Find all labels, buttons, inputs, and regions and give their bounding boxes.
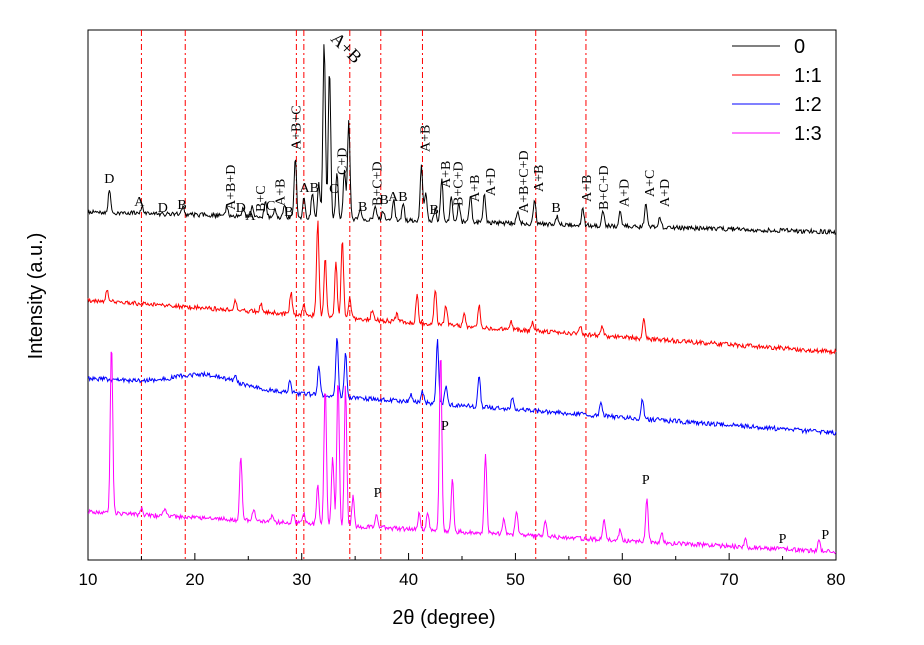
legend: 0 1:1 1:2 1:3 — [732, 36, 822, 145]
peak-label: P — [642, 473, 650, 488]
peak-label: B+C+D — [371, 161, 386, 206]
peak-label: A+B — [439, 161, 454, 188]
legend-label: 0 — [794, 36, 805, 58]
peak-label: AB — [388, 190, 407, 205]
x-tick-label: 70 — [720, 570, 739, 589]
reference-lines — [140, 30, 587, 560]
peak-label: C — [329, 182, 338, 197]
legend-label: 1:3 — [794, 123, 822, 145]
peak-label: AB — [299, 181, 318, 196]
peak-label: B — [177, 198, 186, 213]
x-tick-label: 30 — [292, 570, 311, 589]
peak-label: A+D — [484, 168, 499, 196]
peak-label: P — [821, 528, 829, 543]
peak-label: B — [551, 201, 560, 216]
x-tick-label: 50 — [506, 570, 525, 589]
x-tick-label: 80 — [827, 570, 846, 589]
peak-label: D — [158, 201, 168, 216]
legend-label: 1:2 — [794, 94, 822, 116]
peak-label: A — [245, 209, 256, 224]
peak-label: A — [134, 195, 145, 210]
peak-label: P — [779, 532, 787, 547]
series-line-2 — [87, 338, 837, 436]
x-tick-label: 40 — [399, 570, 418, 589]
peak-label: A+B — [419, 125, 434, 152]
peak-label: B — [379, 193, 388, 208]
series-line-3 — [87, 351, 837, 555]
x-tick-label: 60 — [613, 570, 632, 589]
y-axis-label: Intensity (a.u.) — [25, 233, 47, 360]
peak-label: A+B — [580, 175, 595, 202]
series-line-0 — [87, 44, 837, 235]
peak-label: A+C — [643, 170, 658, 197]
x-tick-label: 10 — [79, 570, 98, 589]
peak-label: B — [358, 200, 367, 215]
peak-labels: DA D B A+B+DDAB+CCA+BBA+B+CABA+BCC+DBB+C+DB… — [104, 28, 829, 547]
peak-label: A+D — [658, 179, 673, 207]
x-axis-label: 2θ (degree) — [392, 607, 495, 629]
peak-label: A+D — [617, 179, 632, 207]
peak-label: B — [284, 205, 293, 220]
peak-label: A+B — [468, 175, 483, 202]
peak-label: D — [104, 172, 114, 187]
plot-area — [87, 29, 837, 561]
peak-label: P — [374, 486, 382, 501]
series-layer — [87, 44, 837, 555]
peak-label: A+B — [273, 179, 288, 206]
peak-label: P — [441, 419, 449, 434]
peak-label: A+B — [532, 165, 547, 192]
peak-label: A+B+D — [224, 165, 239, 210]
x-tick-label: 20 — [185, 570, 204, 589]
peak-label: D — [236, 201, 246, 216]
peak-label: A+B+C — [289, 105, 304, 150]
peak-label: C+D — [335, 148, 350, 175]
peak-label: B+C+D — [452, 161, 467, 206]
series-line-1 — [87, 220, 837, 356]
peak-label: C — [266, 199, 275, 214]
legend-label: 1:1 — [794, 65, 822, 87]
peak-label: B — [430, 203, 439, 218]
x-axis-ticks: 10 20 30 40 50 60 70 80 — [79, 553, 846, 589]
peak-label: B+C — [254, 185, 269, 212]
peak-label: B+C+D — [597, 165, 612, 210]
peak-label: A+B+C+D — [517, 150, 532, 213]
